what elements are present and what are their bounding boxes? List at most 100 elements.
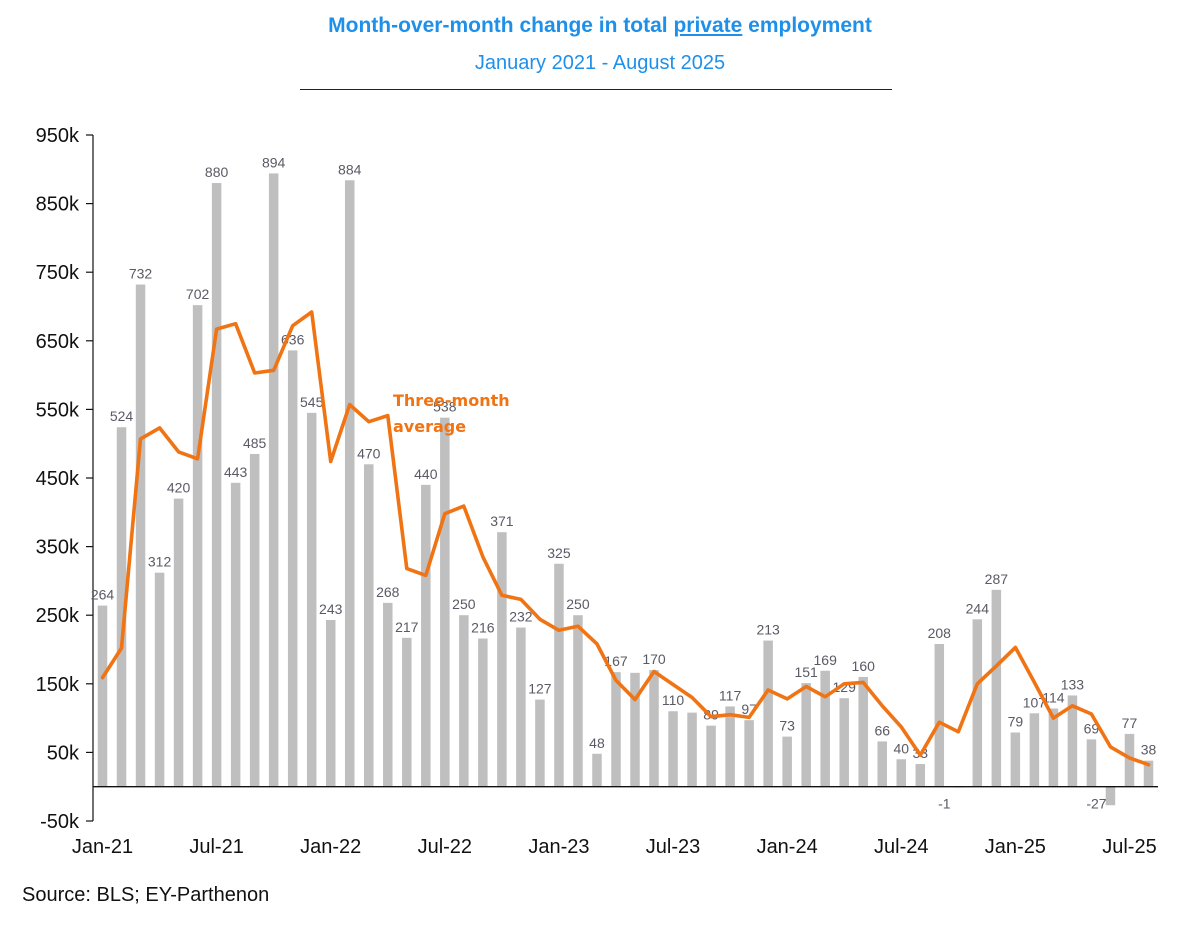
bar (192, 305, 203, 787)
bar (554, 563, 564, 787)
bar-data-label: 268 (376, 584, 400, 600)
bar-data-label: 110 (662, 692, 685, 708)
chart-title: Month-over-month change in total private… (0, 14, 1200, 38)
bar (877, 741, 887, 787)
bar-data-label: 443 (224, 464, 248, 480)
y-tick-label: 250k (36, 605, 80, 627)
bar (573, 615, 583, 787)
bar-data-label: 217 (395, 619, 419, 635)
bar (934, 644, 945, 787)
bar (801, 683, 811, 787)
bar-data-label: -1 (938, 796, 951, 812)
bar (687, 712, 697, 787)
bar-data-label: 884 (338, 161, 362, 177)
y-axis: -50k 50k 150k 250k 350k 450k 550k 650k 750k 850k 9… (36, 125, 94, 833)
bar (268, 173, 279, 787)
bar (991, 589, 1002, 787)
bar (630, 672, 640, 787)
x-tick-label: Jul-21 (189, 836, 243, 858)
line-annotation: Three-month average (393, 391, 510, 436)
x-tick-label: Jul-24 (874, 836, 928, 858)
source-note: Source: BLS; EY-Parthenon (22, 884, 270, 906)
x-tick-label: Jan-23 (528, 836, 589, 858)
bar (497, 532, 507, 787)
bar (306, 412, 317, 787)
x-axis: Jan-21 Jul-21 Jan-22 Jul-22 Jan-23 Jul-23 Jan-… (72, 786, 1158, 858)
bar-data-label: 107 (1023, 694, 1047, 710)
bar-data-label: 232 (509, 609, 533, 625)
bar-data-label: 38 (1141, 742, 1157, 758)
bar (459, 615, 469, 787)
x-tick-label: Jul-25 (1102, 836, 1156, 858)
bar-data-label: 325 (547, 545, 571, 561)
bar (1086, 739, 1097, 787)
bar (344, 180, 355, 787)
bar (402, 637, 412, 787)
bar-data-label: 420 (167, 480, 191, 496)
bar-data-label: 79 (1008, 714, 1024, 730)
title-emphasis: private (673, 14, 743, 37)
three-month-average-series (100, 310, 1151, 767)
bar-data-label: 216 (471, 620, 495, 636)
bar (1124, 733, 1135, 787)
bar (287, 350, 298, 787)
bar-data-label: 167 (604, 653, 628, 669)
bar (706, 725, 716, 787)
bar (1067, 695, 1078, 787)
bar (421, 484, 431, 787)
y-tick-label: 750k (36, 262, 80, 284)
bar (383, 602, 393, 787)
bar (325, 620, 336, 787)
bar-data-label: 250 (452, 596, 476, 612)
y-tick-label: 150k (36, 674, 80, 696)
bar-data-label: 524 (110, 408, 134, 424)
bar-data-label: 114 (1042, 689, 1065, 705)
y-tick-label: 650k (36, 331, 80, 353)
bar-data-label: 264 (91, 587, 115, 603)
bar (1105, 786, 1116, 806)
bar-data-label: 133 (1061, 676, 1085, 692)
bar (135, 284, 146, 787)
y-tick-label: -50k (40, 811, 80, 833)
bar (611, 672, 621, 787)
bar (592, 753, 602, 787)
bar-data-label: 538 (433, 399, 457, 415)
bar (915, 764, 926, 787)
bar (820, 670, 830, 787)
bar-data-label: 287 (985, 571, 1009, 587)
bar-data-label: 77 (1122, 715, 1138, 731)
y-tick-label: 450k (36, 468, 80, 490)
bar-data-label: 440 (414, 466, 438, 482)
bar (1010, 732, 1021, 787)
bar (211, 183, 222, 787)
bar (839, 698, 849, 787)
bar-data-label: 66 (874, 722, 890, 738)
bar-data-label: 48 (589, 735, 605, 751)
x-tick-label: Jan-25 (985, 836, 1046, 858)
bar-data-label: 73 (779, 718, 795, 734)
bar-data-label: 732 (129, 266, 153, 282)
bar-data-label: 127 (528, 681, 552, 697)
title-divider (300, 89, 892, 90)
bar (173, 498, 184, 787)
y-tick-label: 550k (36, 399, 80, 421)
bar-data-label: 894 (262, 154, 286, 170)
x-tick-label: Jan-22 (300, 836, 361, 858)
bar-data-label: 244 (966, 600, 990, 616)
bar (230, 482, 241, 787)
bar-data-label: 485 (243, 435, 267, 451)
bar (725, 706, 735, 787)
y-tick-label: 850k (36, 194, 80, 216)
bar-data-label: 371 (490, 513, 514, 529)
bar (1048, 708, 1059, 787)
annotation-line-1: Three-month (393, 391, 510, 410)
bar (744, 720, 754, 787)
bar (478, 638, 488, 787)
bar (154, 572, 165, 787)
bar-data-label: 702 (186, 286, 210, 302)
y-tick-label: 950k (36, 125, 80, 147)
bar-data-label: 160 (852, 658, 876, 674)
annotation-line-2: average (393, 417, 466, 436)
bar-data-label: 250 (566, 596, 590, 612)
